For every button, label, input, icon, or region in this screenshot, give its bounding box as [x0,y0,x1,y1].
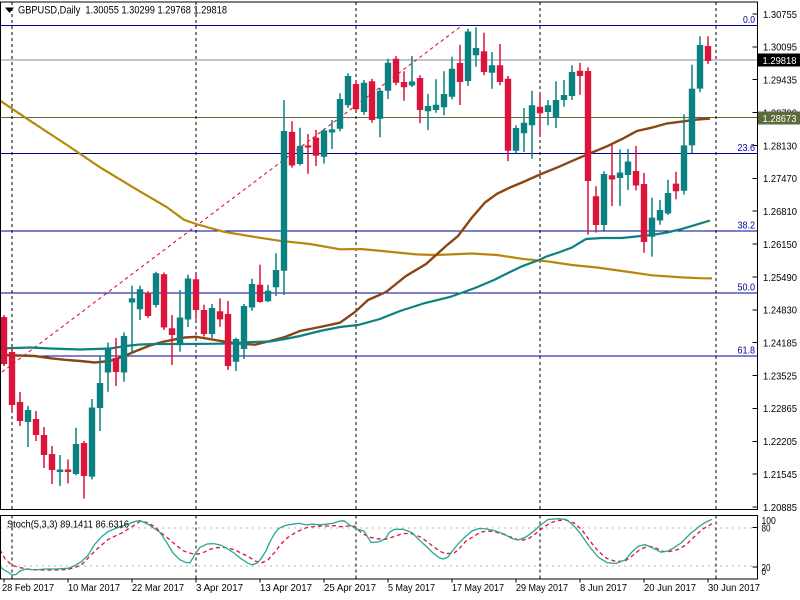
svg-text:50.0: 50.0 [738,282,756,294]
svg-text:1.21545: 1.21545 [763,469,797,481]
svg-text:GBPUSD,Daily 1.30055 1.30299: GBPUSD,Daily 1.30055 1.30299 1.29768 1.2… [18,5,227,17]
svg-text:17 May 2017: 17 May 2017 [452,582,504,594]
svg-text:1.27470: 1.27470 [763,173,797,185]
svg-text:1.26150: 1.26150 [763,239,797,251]
svg-text:1.22205: 1.22205 [763,436,797,448]
svg-text:29 May 2017: 29 May 2017 [516,582,568,594]
svg-text:1.28130: 1.28130 [763,140,797,152]
svg-text:1.29435: 1.29435 [763,75,797,87]
svg-text:1.22865: 1.22865 [763,403,797,415]
svg-text:10 Mar 2017: 10 Mar 2017 [68,582,120,594]
svg-text:20: 20 [762,562,771,574]
svg-text:0: 0 [762,566,767,578]
svg-text:30 Jun 2017: 30 Jun 2017 [708,582,760,594]
svg-text:23.6: 23.6 [738,142,756,154]
svg-text:25 Apr 2017: 25 Apr 2017 [324,582,376,594]
svg-text:1.30755: 1.30755 [763,9,797,21]
svg-text:28 Feb 2017: 28 Feb 2017 [2,582,54,594]
svg-text:1.23525: 1.23525 [763,370,797,382]
svg-text:1.28673: 1.28673 [763,113,797,125]
svg-text:3 Apr 2017: 3 Apr 2017 [196,582,243,594]
svg-text:1.20885: 1.20885 [763,502,797,514]
svg-text:1.29818: 1.29818 [763,55,797,67]
svg-text:22 Mar 2017: 22 Mar 2017 [132,582,184,594]
svg-text:5 May 2017: 5 May 2017 [388,582,435,594]
svg-text:13 Apr 2017: 13 Apr 2017 [260,582,312,594]
svg-text:80: 80 [762,522,771,534]
svg-text:1.24830: 1.24830 [763,305,797,317]
svg-text:1.24185: 1.24185 [763,338,797,350]
svg-text:20 Jun 2017: 20 Jun 2017 [644,582,696,594]
svg-text:1.25490: 1.25490 [763,272,797,284]
svg-text:100: 100 [762,515,776,527]
svg-text:8 Jun 2017: 8 Jun 2017 [580,582,627,594]
svg-text:1.30095: 1.30095 [763,42,797,54]
svg-text:0.0: 0.0 [743,14,755,26]
svg-text:Stoch(5,3,3) 89.1411 86.6316: Stoch(5,3,3) 89.1411 86.6316 [7,519,129,531]
svg-text:1.26810: 1.26810 [763,206,797,218]
svg-text:38.2: 38.2 [738,220,756,232]
svg-text:61.8: 61.8 [738,345,756,357]
